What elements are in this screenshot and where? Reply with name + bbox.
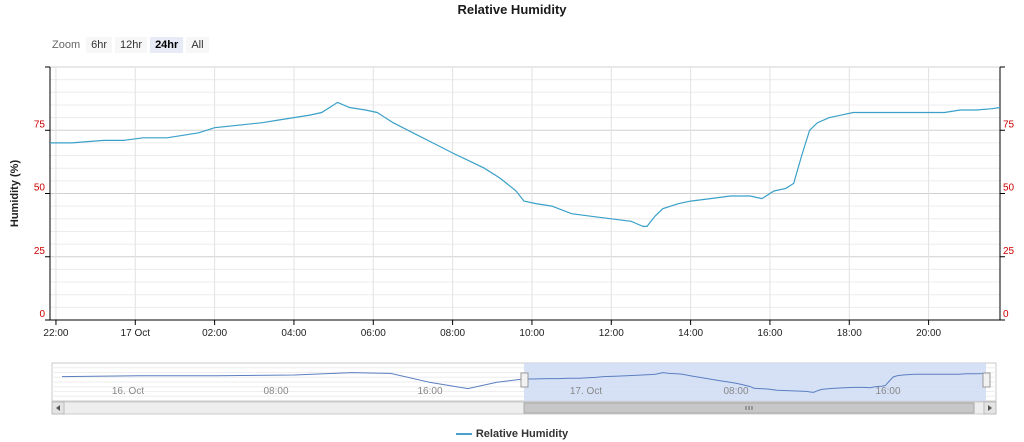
chevron-right-icon: [988, 405, 992, 411]
zoom-label: Zoom: [52, 39, 81, 51]
y-tick-label: 0: [39, 309, 45, 320]
navigator-label: 17. Oct: [570, 386, 602, 397]
chevron-left-icon: [56, 405, 60, 411]
navigator: 16. Oct 08:00 16:00 17. Oct 08:00 16:00: [51, 362, 997, 415]
x-tick-label: 06:00: [361, 328, 386, 339]
y-tick-label-right: 75: [1003, 119, 1015, 130]
x-tick-label: 16:00: [757, 328, 782, 339]
x-tick-label: 20:00: [916, 328, 941, 339]
x-tick-label: 12:00: [599, 328, 624, 339]
y-tick-label: 75: [34, 119, 46, 130]
y-tick-label: 50: [34, 183, 46, 194]
zoom-24hr-button[interactable]: 24hr: [150, 37, 184, 53]
zoom-12hr-button[interactable]: 12hr: [115, 37, 148, 53]
y-tick-label-right: 25: [1003, 246, 1015, 257]
zoom-6hr-button[interactable]: 6hr: [86, 37, 113, 53]
x-tick-label: 10:00: [519, 328, 544, 339]
legend-swatch: [455, 433, 472, 435]
legend-label: Relative Humidity: [475, 428, 569, 440]
x-tick-label: 14:00: [678, 328, 703, 339]
navigator-selection: [524, 363, 986, 401]
navigator-label: 16. Oct: [112, 386, 144, 397]
legend[interactable]: Relative Humidity: [0, 428, 1024, 440]
x-tick-label: 04:00: [281, 328, 306, 339]
x-tick-label: 18:00: [837, 328, 862, 339]
chart-title: Relative Humidity: [457, 2, 567, 17]
y-axis-title: Humidity (%): [9, 160, 21, 228]
y-tick-label: 25: [34, 246, 46, 257]
humidity-chart: 0 0 25 25 50 50 75 75 Humidity (%) 22:00 17 Oct 02:…: [9, 66, 1015, 339]
navigator-handle[interactable]: [982, 372, 991, 388]
navigator-label: 16:00: [417, 386, 442, 397]
navigator-label: 16:00: [875, 386, 900, 397]
zoom-all-button[interactable]: All: [186, 37, 209, 53]
x-tick-label: 17 Oct: [121, 328, 151, 339]
series-line: [50, 101, 1001, 227]
zoom-selector: Zoom 6hr 12hr 24hr All: [52, 35, 212, 55]
navigator-handle[interactable]: [520, 372, 529, 388]
navigator-label: 08:00: [263, 386, 288, 397]
x-tick-label: 02:00: [202, 328, 227, 339]
navigator-series: [61, 372, 987, 393]
navigator-label: 08:00: [723, 386, 748, 397]
y-tick-label-right: 0: [1003, 309, 1009, 320]
x-tick-label: 08:00: [440, 328, 465, 339]
x-tick-label: 22:00: [43, 328, 68, 339]
y-tick-label-right: 50: [1003, 183, 1015, 194]
